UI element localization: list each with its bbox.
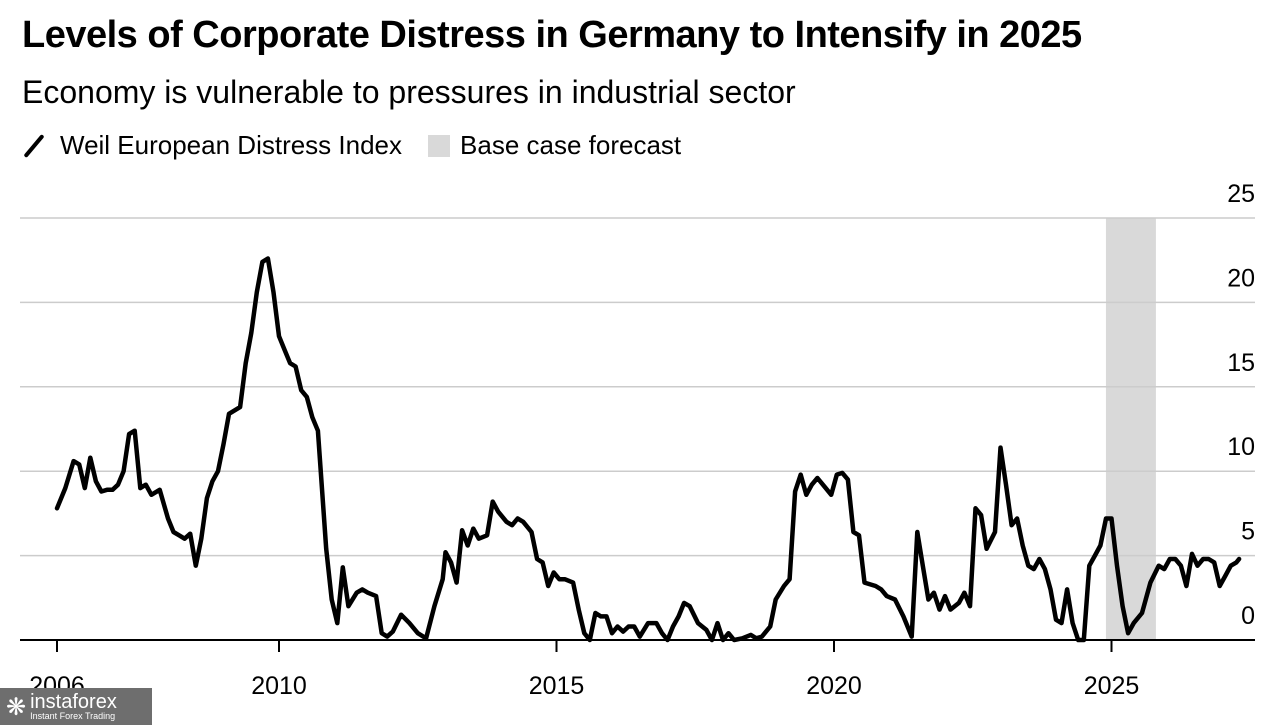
y-tick-label: 10 xyxy=(1227,433,1255,461)
series-line-distress-index xyxy=(54,256,1242,643)
legend-band-label: Base case forecast xyxy=(460,130,682,160)
legend-line-label: Weil European Distress Index xyxy=(60,130,403,160)
watermark-logo-icon: ❋ xyxy=(6,692,27,721)
chart-title: Levels of Corporate Distress in Germany … xyxy=(22,14,1082,56)
x-tick-label: 2020 xyxy=(806,672,862,700)
y-tick-label: 5 xyxy=(1241,518,1255,546)
forecast-band xyxy=(1105,218,1156,640)
y-tick-label: 0 xyxy=(1241,602,1255,630)
x-tick-label: 2010 xyxy=(251,672,307,700)
x-tick-label: 2025 xyxy=(1084,672,1140,700)
x-tick-label: 2015 xyxy=(529,672,585,700)
watermark-brand: instaforex xyxy=(30,691,117,713)
y-tick-label: 15 xyxy=(1227,349,1255,377)
watermark: ❋ instaforex Instant Forex Trading xyxy=(0,688,152,725)
chart-subtitle: Economy is vulnerable to pressures in in… xyxy=(22,74,796,110)
chart-legend: Weil European Distress Index Base case f… xyxy=(22,130,681,161)
y-tick-label: 20 xyxy=(1227,264,1255,292)
watermark-tagline: Instant Forex Trading xyxy=(30,711,116,721)
y-tick-label: 25 xyxy=(1227,180,1255,208)
legend-band-swatch xyxy=(428,134,451,157)
